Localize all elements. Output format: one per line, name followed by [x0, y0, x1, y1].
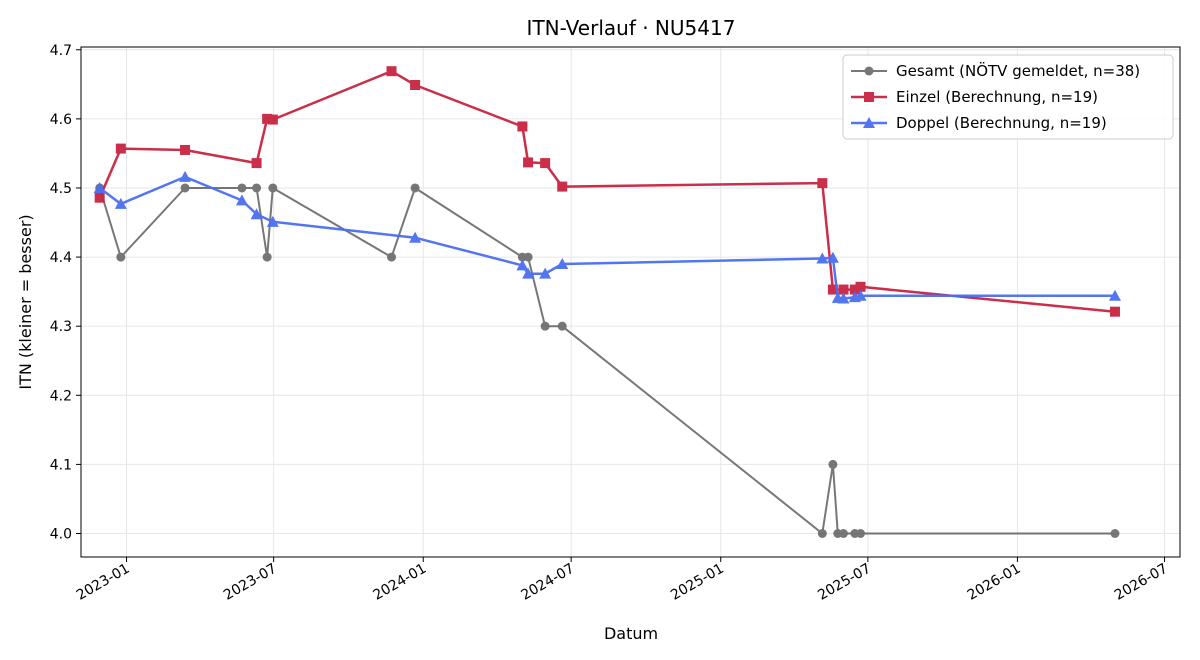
- series-einzel: [94, 66, 1120, 317]
- y-tick-label: 4.7: [50, 43, 72, 59]
- legend-box: [842, 54, 1174, 140]
- series-einzel-point: [827, 284, 838, 295]
- legend-label-doppel: Doppel (Berechnung, n=19): [896, 114, 1107, 132]
- series-doppel-point: [235, 194, 248, 206]
- series-gesamt-point: [116, 252, 126, 262]
- legend-label-gesamt: Gesamt (NÖTV gemeldet, n=38): [896, 61, 1140, 80]
- series-doppel-point: [539, 267, 552, 279]
- y-tick-label: 4.2: [50, 388, 72, 404]
- series-doppel: [93, 170, 1121, 304]
- y-tick-label: 4.5: [50, 181, 72, 197]
- y-axis-label: ITN (kleiner = besser): [16, 214, 35, 389]
- series-doppel-point: [409, 231, 422, 243]
- series-gesamt-point: [856, 529, 866, 539]
- series-gesamt-point: [557, 321, 567, 331]
- series-einzel-point: [262, 113, 273, 124]
- y-tick-label: 4.1: [50, 457, 72, 473]
- series-einzel-point: [849, 284, 860, 295]
- series-einzel-point: [817, 178, 828, 189]
- series-gesamt-point: [268, 183, 278, 193]
- series-doppel-point: [826, 251, 839, 263]
- legend-marker: [864, 92, 874, 102]
- series-doppel-point: [1108, 289, 1121, 301]
- series-gesamt-point: [410, 183, 420, 193]
- series-doppel-point: [114, 197, 127, 209]
- legend-marker: [864, 66, 874, 76]
- series-einzel-point: [251, 158, 262, 169]
- series-gesamt-point: [237, 183, 247, 193]
- series-einzel-point: [838, 284, 849, 295]
- series-einzel-point: [540, 158, 551, 169]
- legend-item-gesamt: [851, 66, 887, 76]
- series-gesamt-point: [1110, 529, 1120, 539]
- series-gesamt-point: [252, 183, 262, 193]
- y-tick-label: 4.4: [50, 250, 72, 266]
- legend-label-einzel: Einzel (Berechnung, n=19): [896, 88, 1098, 106]
- series-gesamt-point: [523, 252, 533, 262]
- series-gesamt-point: [180, 183, 190, 193]
- legend: Gesamt (NÖTV gemeldet, n=38) Einzel (Bere…: [842, 54, 1174, 140]
- series-gesamt-point: [262, 252, 272, 262]
- series-einzel-point: [523, 157, 534, 168]
- series-einzel-point: [115, 143, 126, 154]
- x-axis-label: Datum: [604, 624, 658, 643]
- series-einzel-point: [1109, 306, 1120, 317]
- series-einzel-point: [94, 192, 105, 203]
- series-doppel-point: [179, 170, 192, 182]
- y-axis-ticks: 4.0 4.1 4.2 4.3 4.4 4.5 4.6 4.7: [50, 43, 81, 543]
- legend-item-doppel: [851, 117, 887, 128]
- series-gesamt-point: [828, 459, 838, 469]
- series-doppel-point: [522, 267, 535, 279]
- series-doppel-point: [837, 292, 850, 304]
- series-einzel-point: [180, 144, 191, 155]
- series-gesamt-point: [540, 321, 550, 331]
- legend-item-einzel: [851, 92, 887, 102]
- chart-title: ITN-Verlauf · NU5417: [527, 16, 736, 40]
- series-doppel-point: [266, 215, 279, 227]
- series-gesamt-point: [838, 529, 848, 539]
- series-gesamt-point: [387, 252, 397, 262]
- series-doppel-point: [516, 259, 529, 271]
- series-doppel-point: [556, 257, 569, 269]
- plot-frame: [80, 46, 1181, 558]
- y-tick-label: 4.0: [50, 527, 72, 543]
- series-doppel-point: [854, 289, 867, 301]
- series-layer: [93, 66, 1121, 539]
- series-einzel-point: [517, 121, 528, 132]
- y-tick-label: 4.3: [50, 319, 72, 335]
- series-gesamt: [95, 183, 1120, 539]
- series-doppel-point: [93, 181, 106, 193]
- series-einzel-point: [386, 66, 397, 77]
- y-tick-label: 4.6: [50, 112, 72, 128]
- series-einzel-point: [267, 114, 278, 125]
- series-einzel-point: [855, 281, 866, 292]
- series-einzel-point: [557, 181, 568, 192]
- legend-marker: [863, 117, 875, 128]
- series-einzel-point: [410, 80, 421, 91]
- series-doppel-point: [250, 208, 263, 220]
- series-doppel-point: [816, 252, 829, 264]
- series-gesamt-point: [817, 529, 827, 539]
